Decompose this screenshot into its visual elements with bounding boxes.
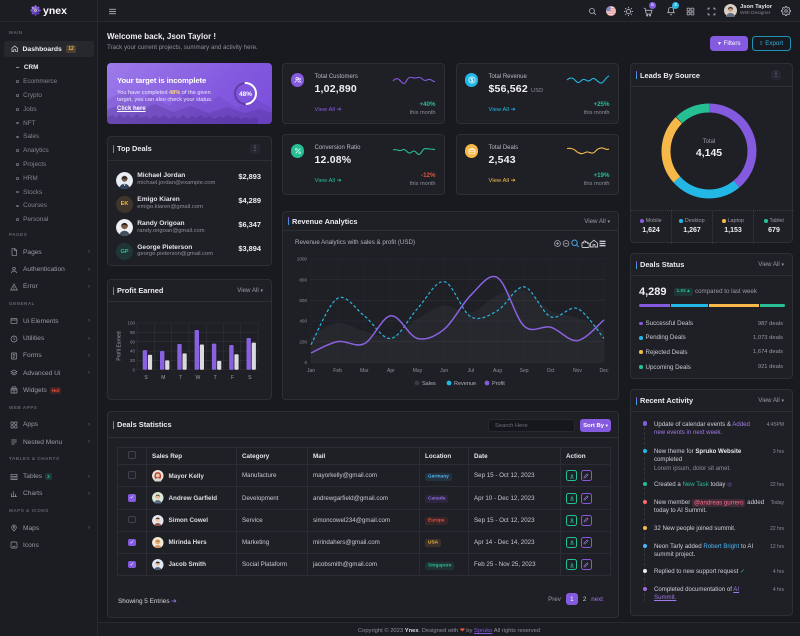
svg-text:Profit: Profit [492,381,505,387]
svg-text:400: 400 [299,319,307,324]
svg-text:F: F [231,375,234,381]
svg-text:20: 20 [130,358,136,363]
svg-text:Apr: Apr [387,368,395,374]
svg-text:600: 600 [299,298,307,303]
svg-text:40: 40 [130,349,136,354]
svg-text:T: T [214,375,217,381]
svg-text:Sales: Sales [422,381,436,387]
svg-text:Aug: Aug [493,368,502,374]
svg-text:S: S [144,375,148,381]
svg-text:800: 800 [299,277,307,282]
svg-text:T: T [179,375,182,381]
svg-text:Mar: Mar [360,368,369,374]
svg-text:0: 0 [132,367,135,372]
svg-text:1000: 1000 [297,257,308,262]
svg-text:Nov: Nov [573,368,582,374]
svg-text:W: W [196,375,201,381]
svg-text:Dec: Dec [600,368,609,374]
svg-text:60: 60 [130,339,136,344]
svg-text:May: May [413,368,423,374]
svg-text:100: 100 [127,321,135,326]
svg-text:Revenue: Revenue [454,381,476,387]
svg-text:Jun: Jun [440,368,448,374]
svg-text:200: 200 [299,339,307,344]
svg-text:Sep: Sep [520,368,529,374]
svg-text:Profit Earned: Profit Earned [117,331,123,360]
svg-text:Jan: Jan [307,368,315,374]
svg-text:Feb: Feb [333,368,342,374]
svg-text:M: M [161,375,165,381]
svg-text:0: 0 [304,360,307,365]
svg-text:S: S [248,375,252,381]
svg-text:80: 80 [130,330,136,335]
svg-text:Oct: Oct [547,368,555,374]
svg-text:Jul: Jul [468,368,474,374]
svg-text:48%: 48% [239,91,252,98]
